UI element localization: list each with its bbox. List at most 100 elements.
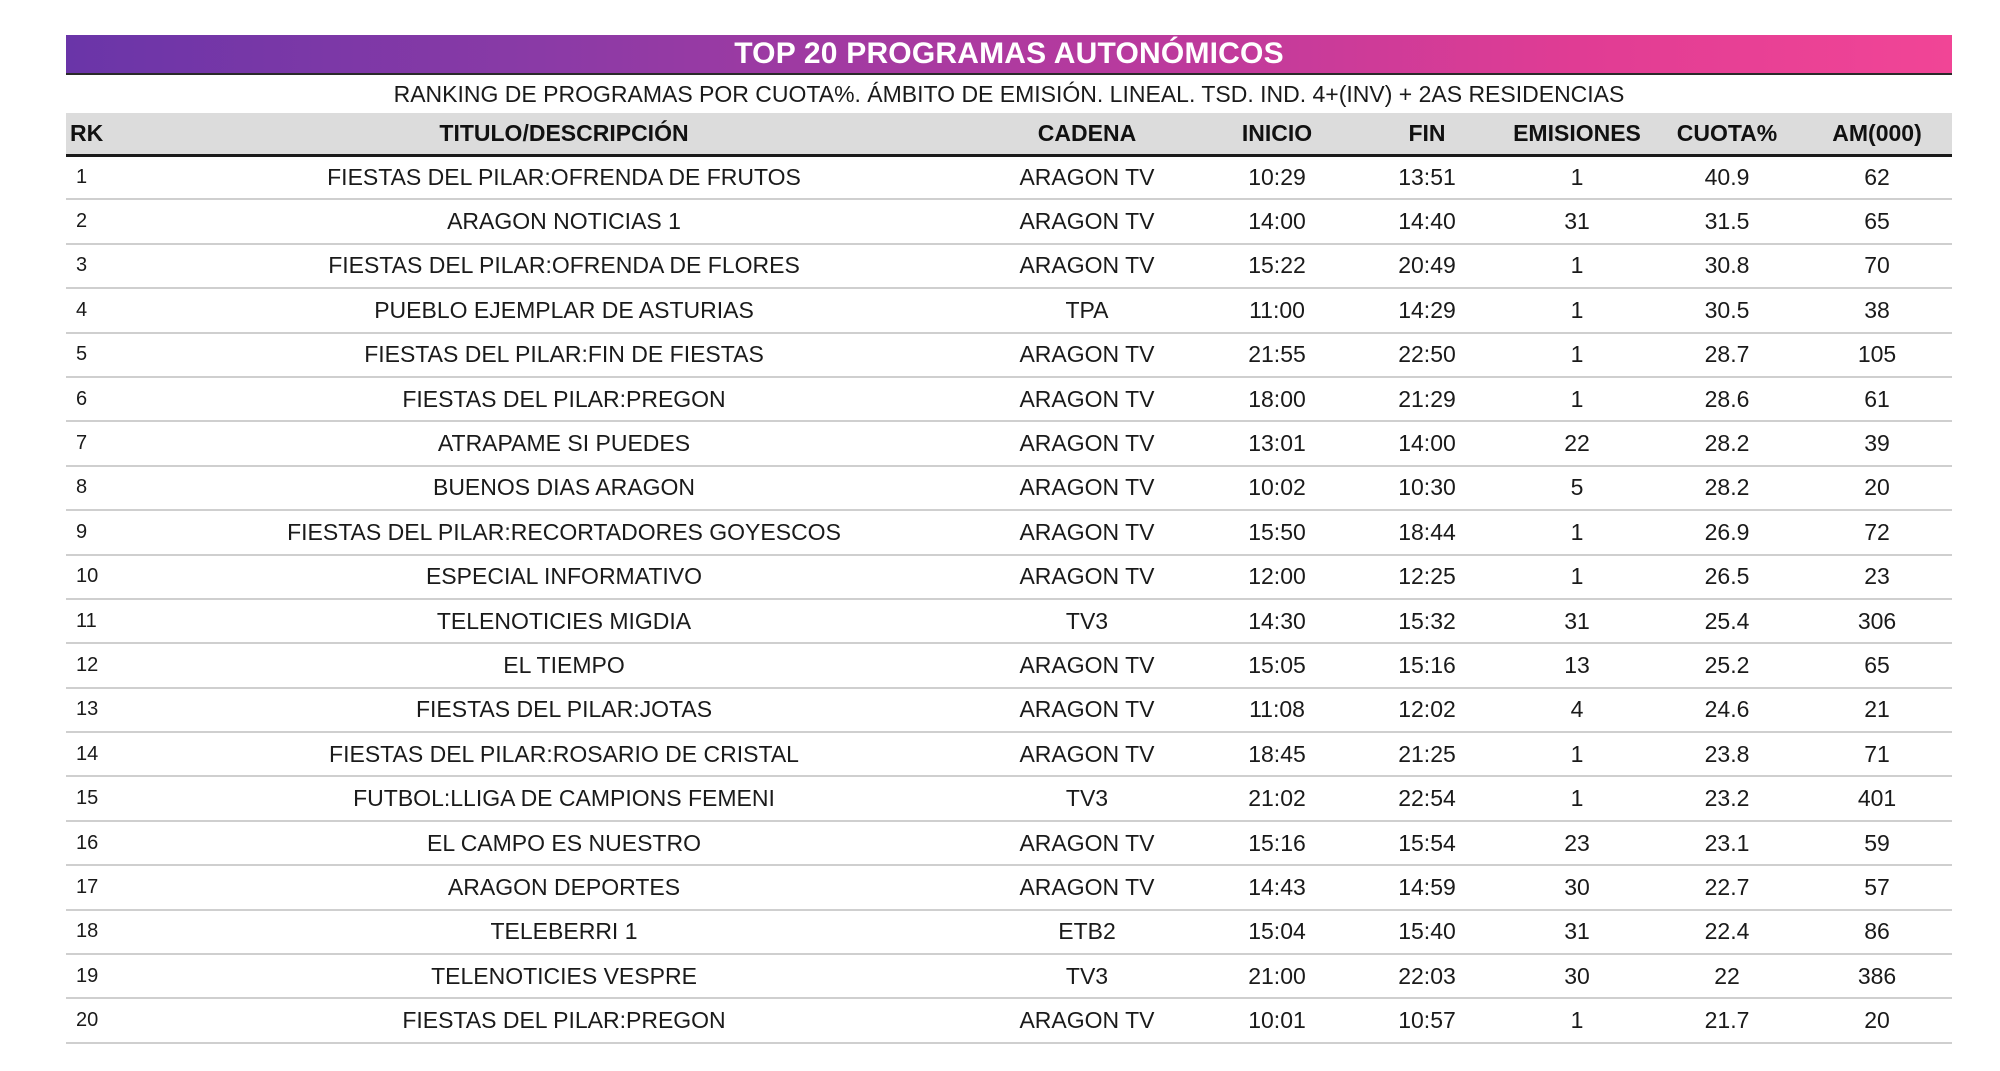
cell-inicio: 21:02 xyxy=(1202,776,1352,822)
cell-titulo: FIESTAS DEL PILAR:RECORTADORES GOYESCOS xyxy=(156,510,972,556)
cell-emisiones: 31 xyxy=(1502,909,1652,956)
column-header-fin: FIN xyxy=(1352,113,1502,157)
cell-am: 70 xyxy=(1802,243,1952,290)
cell-am: 105 xyxy=(1802,332,1952,378)
cell-rk: 2 xyxy=(66,199,156,245)
cell-cuota: 28.2 xyxy=(1652,421,1802,467)
cell-cadena: ARAGON TV xyxy=(972,421,1202,467)
table-row: 1 FIESTAS DEL PILAR:OFRENDA DE FRUTOS ARAG… xyxy=(66,155,1952,201)
cell-emisiones: 1 xyxy=(1502,376,1652,423)
cell-titulo: FIESTAS DEL PILAR:ROSARIO DE CRISTAL xyxy=(156,732,972,778)
table-row: 5 FIESTAS DEL PILAR:FIN DE FIESTAS ARAGON … xyxy=(66,332,1952,378)
cell-fin: 15:16 xyxy=(1352,643,1502,689)
cell-fin: 22:50 xyxy=(1352,332,1502,378)
cell-emisiones: 31 xyxy=(1502,199,1652,245)
cell-cuota: 30.8 xyxy=(1652,243,1802,290)
cell-inicio: 10:02 xyxy=(1202,465,1352,512)
cell-am: 61 xyxy=(1802,376,1952,423)
cell-rk: 1 xyxy=(66,155,156,201)
cell-am: 59 xyxy=(1802,820,1952,867)
cell-rk: 16 xyxy=(66,820,156,867)
cell-emisiones: 5 xyxy=(1502,465,1652,512)
column-header-cuota: CUOTA% xyxy=(1652,113,1802,157)
cell-fin: 14:00 xyxy=(1352,421,1502,467)
cell-titulo: ESPECIAL INFORMATIVO xyxy=(156,554,972,600)
cell-am: 20 xyxy=(1802,465,1952,512)
cell-cuota: 24.6 xyxy=(1652,687,1802,734)
table-row: 11 TELENOTICIES MIGDIA TV3 14:30 15:32 31 25.4… xyxy=(66,598,1952,645)
column-header-am: AM(000) xyxy=(1802,113,1952,157)
cell-inicio: 18:45 xyxy=(1202,732,1352,778)
cell-inicio: 11:08 xyxy=(1202,687,1352,734)
table-row: 20 FIESTAS DEL PILAR:PREGON ARAGON TV 10:01… xyxy=(66,998,1952,1044)
cell-fin: 14:29 xyxy=(1352,288,1502,334)
cell-emisiones: 1 xyxy=(1502,998,1652,1044)
cell-cuota: 22.4 xyxy=(1652,909,1802,956)
cell-fin: 14:40 xyxy=(1352,199,1502,245)
cell-rk: 17 xyxy=(66,865,156,911)
cell-fin: 22:03 xyxy=(1352,954,1502,1000)
cell-fin: 15:32 xyxy=(1352,598,1502,645)
cell-rk: 9 xyxy=(66,510,156,556)
column-header-cadena: CADENA xyxy=(972,113,1202,157)
cell-emisiones: 1 xyxy=(1502,155,1652,201)
cell-inicio: 11:00 xyxy=(1202,288,1352,334)
cell-cuota: 26.5 xyxy=(1652,554,1802,600)
cell-cadena: TPA xyxy=(972,288,1202,334)
cell-rk: 18 xyxy=(66,909,156,956)
cell-cadena: ARAGON TV xyxy=(972,554,1202,600)
cell-emisiones: 23 xyxy=(1502,820,1652,867)
cell-cadena: ARAGON TV xyxy=(972,643,1202,689)
cell-am: 65 xyxy=(1802,199,1952,245)
cell-cadena: TV3 xyxy=(972,954,1202,1000)
cell-rk: 19 xyxy=(66,954,156,1000)
cell-fin: 21:25 xyxy=(1352,732,1502,778)
column-header-inicio: INICIO xyxy=(1202,113,1352,157)
cell-cuota: 25.2 xyxy=(1652,643,1802,689)
cell-emisiones: 1 xyxy=(1502,510,1652,556)
table-row: 2 ARAGON NOTICIAS 1 ARAGON TV 14:00 14:40 31 3… xyxy=(66,199,1952,245)
cell-am: 39 xyxy=(1802,421,1952,467)
cell-am: 20 xyxy=(1802,998,1952,1044)
cell-am: 65 xyxy=(1802,643,1952,689)
cell-inicio: 10:01 xyxy=(1202,998,1352,1044)
report-title-banner: TOP 20 PROGRAMAS AUTONÓMICOS xyxy=(66,35,1952,73)
table-row: 7 ATRAPAME SI PUEDES ARAGON TV 13:01 14:00 22… xyxy=(66,421,1952,467)
cell-inicio: 21:55 xyxy=(1202,332,1352,378)
cell-cadena: ARAGON TV xyxy=(972,199,1202,245)
cell-cadena: ARAGON TV xyxy=(972,820,1202,867)
cell-titulo: FIESTAS DEL PILAR:JOTAS xyxy=(156,687,972,734)
cell-rk: 5 xyxy=(66,332,156,378)
cell-inicio: 10:29 xyxy=(1202,155,1352,201)
cell-titulo: TELENOTICIES MIGDIA xyxy=(156,598,972,645)
report: TOP 20 PROGRAMAS AUTONÓMICOS RANKING DE … xyxy=(66,35,1952,1044)
cell-inicio: 13:01 xyxy=(1202,421,1352,467)
cell-emisiones: 22 xyxy=(1502,421,1652,467)
cell-am: 386 xyxy=(1802,954,1952,1000)
cell-cuota: 22 xyxy=(1652,954,1802,1000)
cell-inicio: 15:04 xyxy=(1202,909,1352,956)
cell-emisiones: 1 xyxy=(1502,332,1652,378)
cell-rk: 3 xyxy=(66,243,156,290)
cell-cuota: 25.4 xyxy=(1652,598,1802,645)
cell-fin: 22:54 xyxy=(1352,776,1502,822)
cell-cadena: ARAGON TV xyxy=(972,687,1202,734)
table-row: 10 ESPECIAL INFORMATIVO ARAGON TV 12:00 12:2… xyxy=(66,554,1952,600)
cell-cadena: ARAGON TV xyxy=(972,865,1202,911)
cell-cadena: ARAGON TV xyxy=(972,465,1202,512)
cell-titulo: ARAGON DEPORTES xyxy=(156,865,972,911)
cell-titulo: ATRAPAME SI PUEDES xyxy=(156,421,972,467)
table-row: 4 PUEBLO EJEMPLAR DE ASTURIAS TPA 11:00 14:2… xyxy=(66,288,1952,334)
cell-inicio: 15:16 xyxy=(1202,820,1352,867)
cell-emisiones: 1 xyxy=(1502,288,1652,334)
cell-cuota: 26.9 xyxy=(1652,510,1802,556)
cell-emisiones: 4 xyxy=(1502,687,1652,734)
cell-cuota: 28.7 xyxy=(1652,332,1802,378)
cell-inicio: 12:00 xyxy=(1202,554,1352,600)
cell-cadena: ARAGON TV xyxy=(972,510,1202,556)
column-header-titulo: TITULO/DESCRIPCIÓN xyxy=(156,113,972,157)
cell-fin: 15:40 xyxy=(1352,909,1502,956)
cell-emisiones: 1 xyxy=(1502,243,1652,290)
cell-fin: 18:44 xyxy=(1352,510,1502,556)
table-row: 14 FIESTAS DEL PILAR:ROSARIO DE CRISTAL AR… xyxy=(66,732,1952,778)
